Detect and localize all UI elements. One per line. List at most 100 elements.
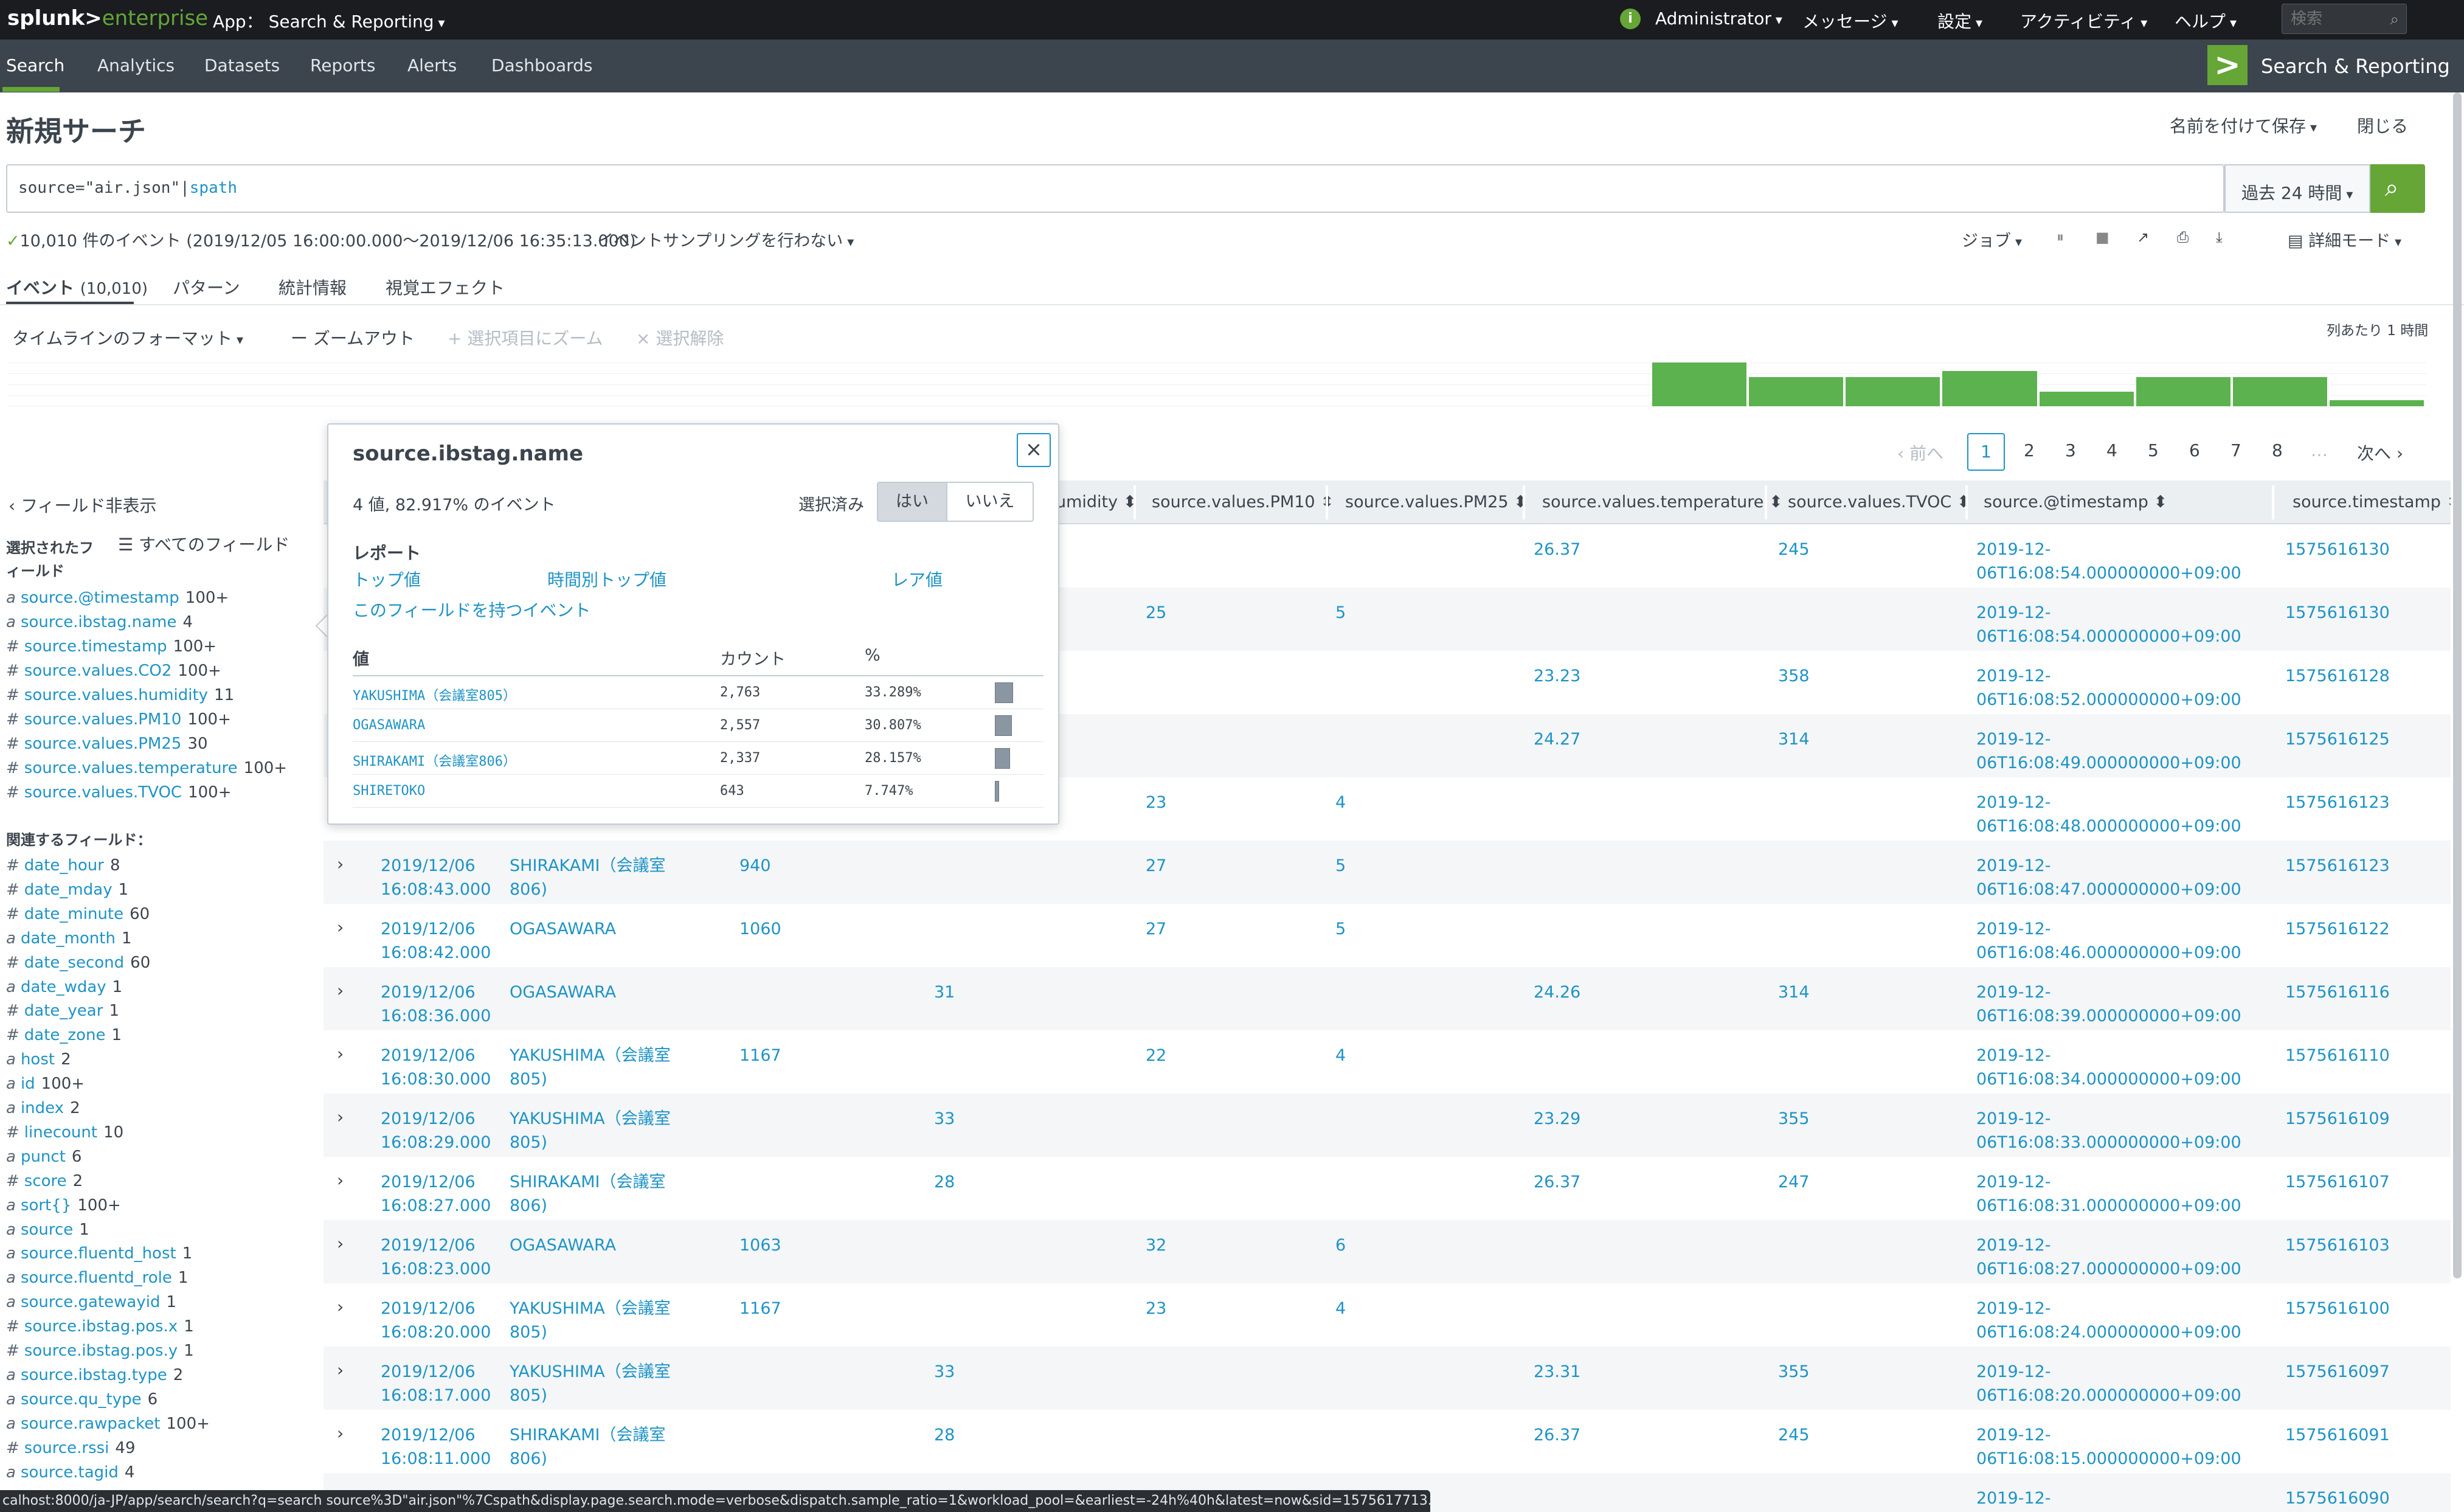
info-icon[interactable]: i (1620, 9, 1641, 29)
search-query-field[interactable]: source="air.json"|spath (6, 164, 2224, 213)
field-item[interactable]: a source.fluentd_role 1 (6, 1269, 188, 1287)
timeline-bar[interactable] (2039, 392, 2136, 406)
cell-timestamp[interactable]: 1575616125 (2285, 730, 2390, 749)
cell-at-timestamp[interactable]: 2019-12- 06T16:08:33.000000000+09:00 (1976, 1109, 2241, 1152)
field-name[interactable]: linecount (24, 1123, 98, 1142)
cell-at-timestamp[interactable]: 2019-12- 06T16:08:34.000000000+09:00 (1976, 1046, 2241, 1089)
cell-humidity[interactable]: 31 (934, 983, 955, 1002)
tab-events[interactable]: イベント (10,010) (6, 275, 148, 299)
field-item[interactable]: a source.gatewayid 1 (6, 1293, 176, 1311)
cell-timestamp[interactable]: 1575616091 (2285, 1426, 2390, 1444)
cell-timestamp[interactable]: 1575616128 (2285, 667, 2390, 685)
cell-tvoc[interactable]: 355 (1778, 1362, 1810, 1381)
cell-temperature[interactable]: 23.29 (1534, 1109, 1581, 1128)
cell-tvoc[interactable]: 245 (1778, 1426, 1810, 1444)
col-at-timestamp[interactable]: source.@timestamp ⬍ (1984, 493, 2168, 512)
field-item[interactable]: # date_mday 1 (6, 881, 128, 899)
cell-timestamp[interactable]: 1575616090 (2285, 1489, 2390, 1508)
field-name[interactable]: source.gatewayid (20, 1293, 161, 1312)
cell-timestamp[interactable]: 1575616123 (2285, 856, 2390, 875)
field-name[interactable]: source.tagid (20, 1463, 119, 1482)
page-2[interactable]: 2 (2024, 440, 2035, 460)
field-item[interactable]: # source.ibstag.pos.x 1 (6, 1317, 194, 1336)
timeline-bar[interactable] (2329, 400, 2426, 406)
cell-humidity[interactable]: 28 (934, 1426, 955, 1444)
popover-value-row[interactable]: SHIRETOKO 643 7.747% (353, 775, 1043, 808)
cell-pm10[interactable]: 23 (1146, 793, 1167, 812)
cell-pm10[interactable]: 27 (1146, 920, 1167, 938)
expand-row-icon[interactable]: › (337, 1423, 344, 1443)
field-item[interactable]: # source.ibstag.pos.y 1 (6, 1342, 194, 1360)
field-name[interactable]: source.ibstag.pos.y (24, 1342, 178, 1360)
field-name[interactable]: source (20, 1220, 74, 1239)
event-timeline[interactable] (7, 362, 2426, 406)
col-humidity[interactable]: umidity ⬍ (1056, 493, 1137, 512)
page-5[interactable]: 5 (2148, 440, 2159, 460)
col-pm25[interactable]: source.values.PM25 ⬍ (1345, 493, 1528, 512)
col-tvoc[interactable]: source.values.TVOC ⬍ (1788, 493, 1971, 512)
cell-at-timestamp[interactable]: 2019-12- 06T16:08:27.000000000+09:00 (1976, 1236, 2241, 1278)
value-link[interactable]: YAKUSHIMA（会議室805） (353, 688, 516, 704)
field-name[interactable]: sort{} (20, 1196, 72, 1215)
cell-time[interactable]: 2019/12/06 16:08:29.000 (381, 1109, 491, 1152)
cell-at-timestamp[interactable]: 2019-12- 06T16:08:20.000000000+09:00 (1976, 1362, 2241, 1405)
expand-row-icon[interactable]: › (337, 1170, 344, 1190)
zoom-selection-button[interactable]: + 選択項目にズーム (448, 328, 603, 349)
save-as-menu[interactable]: 名前を付けて保存 (2170, 113, 2317, 137)
value-link[interactable]: SHIRAKAMI（会議室806） (353, 754, 516, 769)
cell-at-timestamp[interactable]: 2019-12- 06T16:08:48.000000000+09:00 (1976, 793, 2241, 836)
field-item[interactable]: a source 1 (6, 1221, 89, 1239)
field-item[interactable]: a source.rawpacket 100+ (6, 1415, 210, 1433)
cell-time[interactable]: 2019/12/06 16:08:42.000 (381, 920, 491, 962)
timeline-bar[interactable] (2232, 377, 2330, 406)
cell-humidity[interactable]: 33 (934, 1362, 955, 1381)
field-name[interactable]: source.qu_type (20, 1390, 142, 1409)
col-timestamp[interactable]: source.timestamp ⬍ (2293, 493, 2451, 512)
field-name[interactable]: source.values.humidity (24, 686, 209, 704)
splunk-logo[interactable]: splunk>enterprise (7, 6, 208, 30)
field-name[interactable]: date_mday (24, 880, 112, 899)
cell-at-timestamp[interactable]: 2019-12- 06T16:08:31.000000000+09:00 (1976, 1173, 2241, 1215)
field-item[interactable]: a source.qu_type 6 (6, 1390, 157, 1409)
cell-pm10[interactable]: 23 (1146, 1299, 1167, 1318)
table-row[interactable]: › 2019/12/06 16:08:36.000 OGASAWARA 31 24.26… (324, 967, 2451, 1030)
field-item[interactable]: a id 100+ (6, 1075, 85, 1093)
field-item[interactable]: # date_second 60 (6, 954, 150, 972)
expand-row-icon[interactable]: › (337, 1297, 344, 1317)
cell-timestamp[interactable]: 1575616107 (2285, 1173, 2390, 1191)
nav-dashboards[interactable]: Dashboards (491, 55, 593, 75)
table-row[interactable]: › 2019/12/06 16:08:43.000 SHIRAKAMI（会議室 80… (324, 841, 2451, 904)
tab-statistics[interactable]: 統計情報 (279, 278, 347, 298)
tab-patterns[interactable]: パターン (173, 278, 240, 298)
cell-at-timestamp[interactable]: 2019-12- 06T16:08:39.000000000+09:00 (1976, 983, 2241, 1025)
cell-humidity[interactable]: 33 (934, 1109, 955, 1128)
field-name[interactable]: punct (20, 1147, 66, 1166)
cell-pm25[interactable]: 5 (1335, 920, 1346, 938)
field-item[interactable]: # source.timestamp 100+ (6, 637, 216, 656)
cell-pm10[interactable]: 32 (1146, 1236, 1167, 1255)
cell-co2[interactable]: 940 (739, 856, 771, 875)
cell-tvoc[interactable]: 247 (1778, 1173, 1810, 1191)
value-link[interactable]: OGASAWARA (353, 718, 426, 733)
field-item[interactable]: # source.values.temperature 100+ (6, 759, 287, 777)
field-name[interactable]: source.values.CO2 (24, 662, 172, 680)
field-item[interactable]: # linecount 10 (6, 1123, 123, 1142)
cell-pm10[interactable]: 27 (1146, 856, 1167, 875)
field-item[interactable]: # date_minute 60 (6, 905, 150, 923)
cell-at-timestamp[interactable]: 2019-12- 06T16:08:24.000000000+09:00 (1976, 1299, 2241, 1342)
nav-search[interactable]: Search (6, 55, 65, 75)
field-name[interactable]: date_second (24, 953, 125, 972)
cell-time[interactable]: 2019/12/06 16:08:27.000 (381, 1173, 491, 1215)
field-item[interactable]: a index 2 (6, 1099, 80, 1117)
field-name[interactable]: source.rssi (24, 1438, 109, 1457)
field-name[interactable]: source.ibstag.name (20, 613, 177, 631)
cell-temperature[interactable]: 24.26 (1534, 983, 1581, 1002)
table-row[interactable]: › 2019/12/06 16:08:30.000 YAKUSHIMA（会議室 80… (324, 1030, 2451, 1094)
field-item[interactable]: # source.values.PM25 30 (6, 735, 208, 753)
field-name[interactable]: date_minute (24, 904, 124, 923)
selected-no-button[interactable]: いいえ (947, 482, 1034, 522)
search-icon[interactable]: ⌕ (2390, 10, 2399, 29)
cell-at-timestamp[interactable]: 2019-12- 06T16:08:54.000000000+09:00 (1976, 603, 2241, 646)
cell-temperature[interactable]: 23.31 (1534, 1362, 1581, 1381)
cell-temperature[interactable]: 23.23 (1534, 667, 1581, 685)
